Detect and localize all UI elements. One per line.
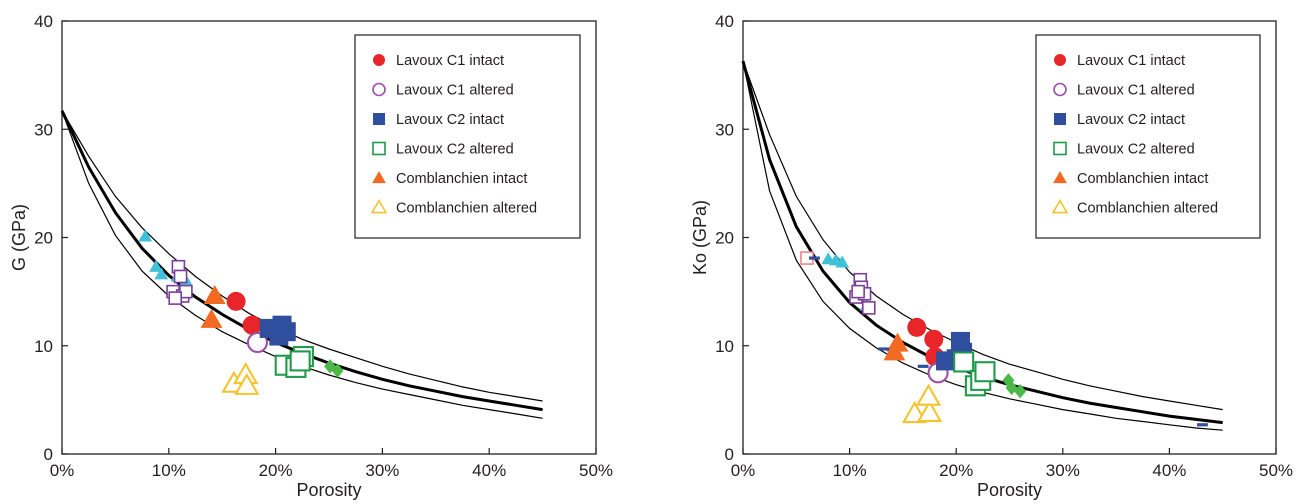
x-tick-label: 10%: [833, 461, 867, 480]
y-tick-label: 20: [715, 229, 734, 248]
data-point: [138, 229, 153, 242]
data-point: [953, 351, 975, 373]
legend-label: Lavoux C1 altered: [1077, 83, 1195, 99]
data-point: [289, 350, 311, 372]
data-point: [242, 315, 262, 335]
legend-label: Comblanchien altered: [396, 201, 537, 217]
legend-label: Lavoux C1 intact: [1077, 53, 1185, 69]
legend: Lavoux C1 intact Lavoux C1 altered Lavoux …: [354, 34, 581, 239]
data-point: [173, 269, 188, 284]
data-point: [878, 347, 890, 351]
data-point: [200, 308, 223, 328]
data-point: [1197, 423, 1208, 427]
x-tick-label: 30%: [1046, 461, 1080, 480]
data-point: [226, 291, 246, 311]
legend-marker: [372, 82, 386, 97]
legend-label: Lavoux C1 intact: [396, 53, 504, 69]
legend: Lavoux C1 intact Lavoux C1 altered Lavoux …: [1035, 34, 1261, 239]
legend-marker: [372, 141, 386, 156]
data-point: [851, 284, 865, 299]
x-axis-title: Porosity: [296, 480, 361, 500]
x-tick-label: 0%: [731, 461, 756, 480]
y-tick-label: 20: [34, 229, 53, 248]
x-tick-label: 40%: [472, 461, 506, 480]
chart-bulk-modulus: 0% 10% 20% 30% 40% 50% 0 10 20 30 40 Porosity Ko (GP…: [690, 12, 1293, 500]
data-point: [149, 259, 163, 272]
legend-marker: [372, 171, 386, 184]
legend-label: Lavoux C1 altered: [396, 83, 514, 99]
x-tick-label: 50%: [1259, 461, 1293, 480]
data-point: [331, 363, 344, 378]
legend-label: Lavoux C2 altered: [1077, 142, 1195, 158]
x-tick-label: 40%: [1152, 461, 1186, 480]
data-point: [883, 341, 906, 361]
legend-box: [1035, 34, 1261, 239]
legend-marker: [370, 198, 388, 214]
legend-label: Comblanchien altered: [1077, 201, 1218, 217]
x-tick-label: 10%: [152, 461, 186, 480]
y-tick-label: 0: [44, 445, 53, 464]
legend-marker: [1054, 54, 1066, 66]
data-point: [203, 285, 226, 305]
legend-label: Lavoux C2 altered: [396, 142, 514, 158]
y-tick-label: 10: [34, 337, 53, 356]
legend-box: [354, 34, 581, 239]
data-point: [1014, 384, 1027, 399]
upper-bound-curve: [742, 60, 1223, 411]
legend-label: Lavoux C2 intact: [396, 112, 504, 128]
data-point: [915, 383, 942, 406]
legend-marker: [373, 54, 385, 66]
x-tick-label: 20%: [259, 461, 293, 480]
x-axis-title: Porosity: [977, 480, 1042, 500]
x-tick-label: 0%: [50, 461, 75, 480]
y-tick-label: 0: [725, 445, 734, 464]
chart-shear-modulus: 0% 10% 20% 30% 40% 50% 0 10 20 30 40 Porosity G (GPa…: [9, 12, 613, 500]
x-tick-label: 50%: [579, 461, 613, 480]
legend-marker: [1054, 113, 1066, 125]
legend-label: Lavoux C2 intact: [1077, 112, 1185, 128]
data-point: [276, 322, 296, 342]
y-tick-label: 30: [34, 120, 53, 139]
data-point: [907, 317, 927, 337]
legend-marker: [1053, 171, 1067, 184]
y-tick-label: 30: [715, 120, 734, 139]
data-point: [168, 291, 183, 305]
y-axis-title: Ko (GPa): [690, 200, 710, 275]
data-point: [924, 329, 944, 349]
legend-marker: [1051, 198, 1069, 214]
upper-bound-curve: [61, 110, 543, 402]
y-tick-label: 40: [715, 12, 734, 31]
y-axis-title: G (GPa): [9, 204, 29, 271]
x-tick-label: 30%: [365, 461, 399, 480]
legend-marker: [373, 113, 385, 125]
data-point: [917, 364, 929, 368]
data-point: [861, 301, 876, 315]
data-point: [809, 256, 820, 260]
legend-label: Comblanchien intact: [396, 171, 527, 187]
data-point: [835, 255, 850, 268]
legend-label: Comblanchien intact: [1077, 171, 1208, 187]
data-point: [154, 267, 169, 280]
legend-marker: [1053, 141, 1067, 156]
data-point: [916, 399, 943, 422]
y-tick-label: 40: [34, 12, 53, 31]
y-tick-label: 10: [715, 337, 734, 356]
legend-marker: [1053, 82, 1067, 97]
x-tick-label: 20%: [939, 461, 973, 480]
data-point: [974, 361, 996, 383]
data-point: [234, 372, 260, 395]
